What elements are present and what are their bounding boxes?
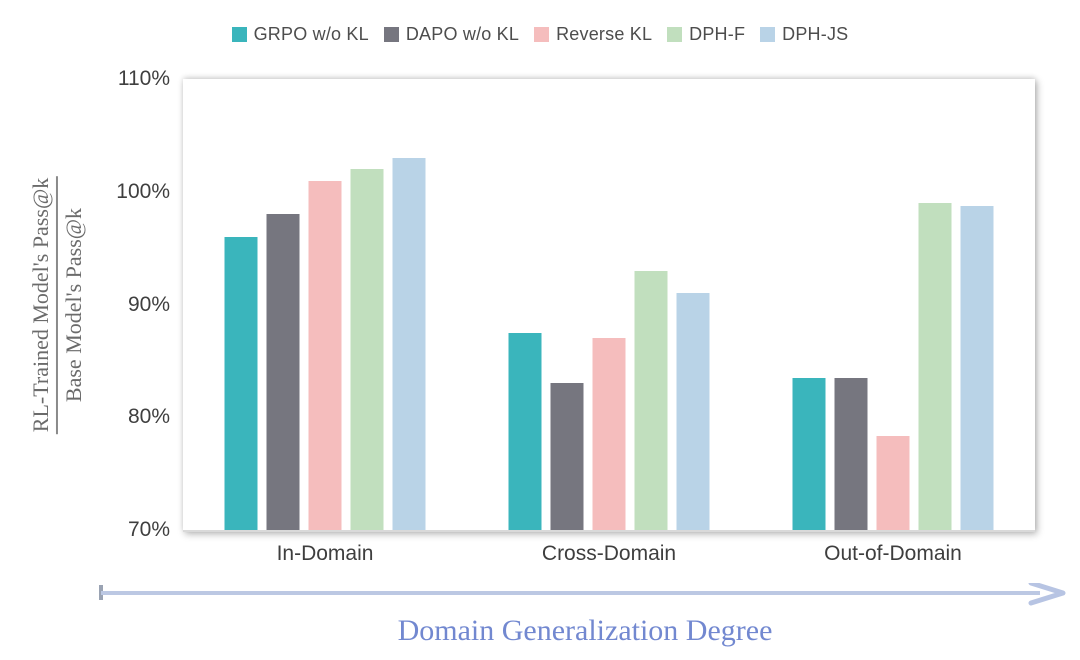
x-category-label: Out-of-Domain (824, 542, 962, 565)
bar (592, 338, 626, 530)
legend-label: DPH-F (689, 24, 746, 44)
domain-axis-arrow (99, 583, 1066, 606)
bar (308, 180, 342, 530)
legend-label: DAPO w/o KL (405, 24, 520, 44)
legend-swatch-icon (231, 27, 247, 42)
y-tick-label: 100% (116, 179, 170, 203)
bar-group-out-of-domain (792, 79, 994, 530)
bar (876, 436, 910, 530)
arrow-head-icon (1028, 583, 1066, 606)
legend-label: Reverse KL (556, 24, 653, 44)
plot-area (183, 79, 1035, 532)
bar (550, 383, 584, 530)
legend-item-2: DAPO w/o KL (383, 24, 520, 45)
bar (350, 169, 384, 530)
bar (634, 270, 668, 530)
bar (224, 236, 258, 530)
y-tick-label: 80% (127, 405, 170, 429)
legend-swatch-icon (667, 27, 683, 42)
x-axis-title: Domain Generalization Degree (397, 614, 773, 647)
y-tick-label: 90% (127, 292, 170, 316)
legend-item-4: DPH-F (667, 24, 745, 45)
bar (834, 377, 868, 530)
chart-legend: GRPO w/o KL DAPO w/o KL Reverse KL DPH-F DPH… (0, 24, 1080, 45)
legend-label: DPH-JS (782, 24, 849, 44)
legend-item-5: DPH-JS (760, 24, 848, 45)
y-tick-label: 70% (127, 518, 170, 541)
bar (676, 293, 710, 530)
bar-group-in-domain (224, 79, 426, 530)
legend-label: GRPO w/o KL (253, 24, 369, 44)
bar-group-cross-domain (508, 79, 710, 530)
y-tick-label: 110% (117, 67, 170, 90)
x-category-label: In-Domain (276, 542, 374, 565)
bar (918, 203, 952, 530)
legend-item-3: Reverse KL (534, 24, 652, 45)
bar (266, 214, 300, 530)
legend-swatch-icon (534, 27, 550, 42)
bar (392, 157, 426, 530)
bar (792, 377, 826, 530)
bar (508, 332, 542, 530)
legend-swatch-icon (383, 27, 399, 42)
bar (960, 206, 994, 530)
x-category-label: Cross-Domain (541, 542, 677, 565)
legend-swatch-icon (760, 27, 776, 42)
legend-item-1: GRPO w/o KL (231, 24, 369, 45)
